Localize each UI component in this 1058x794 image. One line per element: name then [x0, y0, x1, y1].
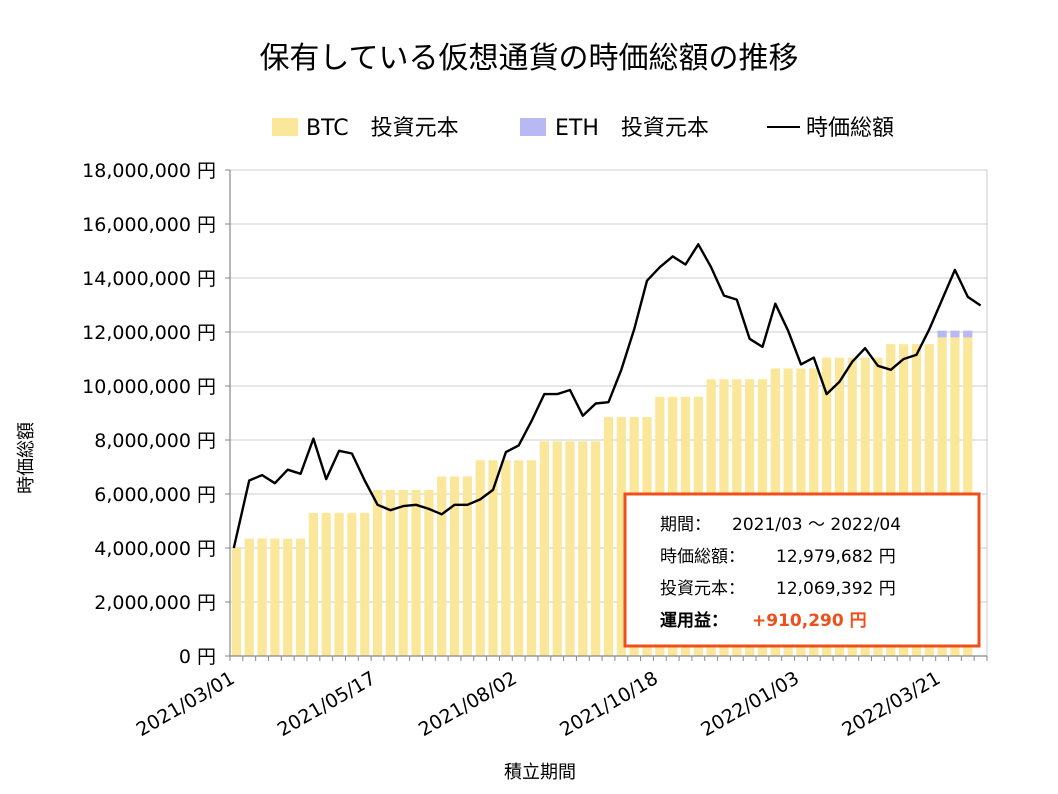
eth-bar [937, 330, 947, 338]
x-tick-label: 2021/10/18 [556, 667, 662, 741]
btc-bar [257, 538, 267, 656]
info-profit-value: +910,290 円 [752, 611, 867, 631]
y-tick-label: 2,000,000 円 [94, 592, 216, 614]
btc-bar [488, 460, 498, 656]
x-tick-label: 2022/01/03 [697, 667, 803, 741]
y-tick-label: 6,000,000 円 [94, 484, 216, 506]
btc-bar [270, 538, 280, 656]
btc-bar [321, 512, 331, 656]
btc-bar [308, 512, 319, 656]
eth-bar [950, 330, 960, 338]
btc-bar [231, 548, 242, 656]
btc-bar [603, 417, 614, 656]
info-period-value: 2021/03 ～ 2022/04 [732, 515, 901, 535]
x-tick-label: 2021/08/02 [415, 667, 521, 741]
info-market-label: 時価総額： [660, 547, 745, 567]
x-tick-label: 2021/05/17 [274, 667, 380, 741]
y-tick-label: 0 円 [179, 646, 216, 668]
market-value-polyline [232, 243, 982, 549]
y-tick-label: 4,000,000 円 [94, 538, 216, 560]
eth-bar [963, 330, 973, 338]
btc-bar [385, 489, 396, 656]
info-box: 期間： 2021/03 ～ 2022/04 時価総額： 12,979,682 円… [623, 492, 981, 648]
y-tick-label: 16,000,000 円 [82, 214, 216, 236]
btc-bar [283, 538, 293, 656]
btc-bar [514, 460, 524, 656]
y-tick-label: 14,000,000 円 [82, 268, 216, 290]
y-tick-label: 10,000,000 円 [82, 376, 216, 398]
x-tick-label: 2021/03/01 [133, 667, 239, 741]
btc-bar [475, 460, 485, 656]
btc-bar [398, 489, 408, 656]
y-tick-label: 8,000,000 円 [94, 430, 216, 452]
btc-bar [578, 441, 588, 656]
market-value-line [232, 243, 982, 549]
legend: BTC 投資元本 ETH 投資元本 時価総額 [272, 116, 894, 141]
btc-bar [449, 476, 460, 656]
btc-bar [295, 538, 306, 656]
legend-btc-swatch [272, 118, 298, 136]
y-ticks: 0 円 2,000,000 円 4,000,000 円 6,000,000 円 8,00… [82, 160, 230, 668]
legend-eth-swatch [520, 118, 546, 136]
legend-eth-label: ETH 投資元本 [555, 116, 709, 141]
x-ticks: 2021/03/01 2021/05/17 2021/08/02 2021/10/18… [133, 667, 945, 741]
btc-bar [360, 512, 370, 656]
info-period-label: 期間： [660, 515, 711, 535]
btc-bar [565, 441, 575, 656]
btc-bar [526, 460, 537, 656]
chart-title: 保有している仮想通貨の時価総額の推移 [259, 41, 798, 76]
info-profit-label: 運用益： [660, 610, 728, 631]
info-principal-value: 12,069,392 円 [776, 579, 896, 599]
btc-bar [347, 512, 357, 656]
axes [229, 170, 988, 661]
y-axis-label: 時価総額 [16, 422, 37, 494]
btc-bar [334, 512, 344, 656]
legend-btc-label: BTC 投資元本 [306, 116, 459, 141]
btc-bar [462, 476, 472, 656]
legend-line-label: 時価総額 [806, 116, 894, 141]
btc-bar [552, 441, 562, 656]
btc-bar [539, 441, 549, 656]
y-tick-label: 12,000,000 円 [82, 322, 216, 344]
btc-bar [244, 538, 254, 656]
info-box-frame [623, 492, 981, 648]
btc-bar [501, 460, 511, 656]
x-tick-label: 2022/03/21 [838, 667, 944, 741]
btc-bar [616, 417, 626, 656]
info-market-value: 12,979,682 円 [776, 547, 896, 567]
info-principal-label: 投資元本： [660, 579, 745, 599]
btc-bar [437, 476, 447, 656]
btc-bar [372, 489, 383, 656]
y-tick-label: 18,000,000 円 [82, 160, 216, 182]
btc-bar [424, 489, 434, 656]
btc-bar [411, 489, 421, 656]
x-axis-label: 積立期間 [504, 762, 576, 783]
btc-bar [591, 441, 601, 656]
